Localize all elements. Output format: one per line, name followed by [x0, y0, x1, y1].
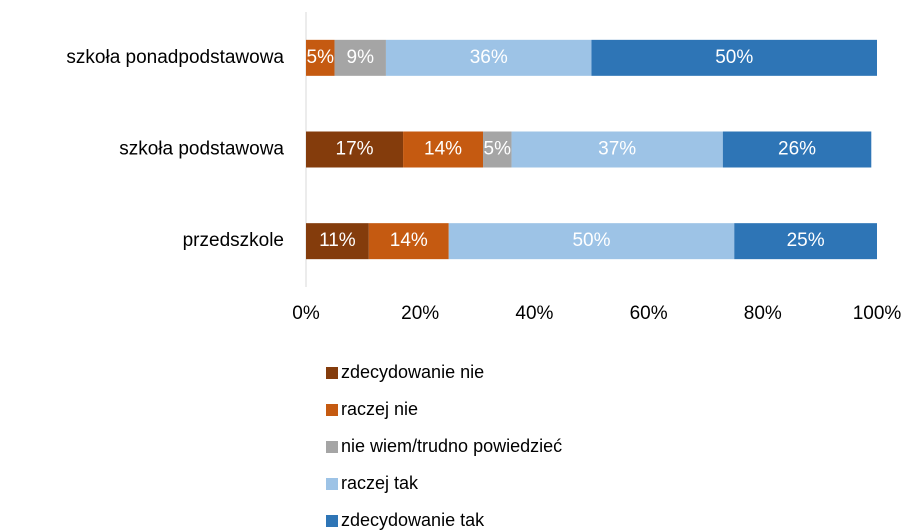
x-tick-label: 100%: [853, 303, 902, 324]
bar-segment: [403, 131, 484, 168]
bar-segment: [483, 131, 512, 168]
data-label: 14%: [390, 230, 428, 251]
legend-label: raczej nie: [341, 399, 418, 419]
data-label: 11%: [319, 230, 356, 251]
y-tick-label: przedszkole: [183, 230, 284, 251]
bar-segment: [511, 131, 723, 168]
legend-label: nie wiem/trudno powiedzieć: [341, 436, 562, 456]
bar-segment: [306, 39, 335, 76]
data-label: 25%: [787, 230, 825, 251]
data-label: 17%: [336, 139, 374, 160]
data-label: 26%: [778, 139, 816, 160]
y-tick-label: szkoła podstawowa: [119, 139, 284, 160]
legend-label: zdecydowanie tak: [341, 510, 485, 530]
bar-segment: [334, 39, 386, 76]
legend-swatch: [326, 367, 338, 379]
x-tick-label: 0%: [292, 303, 320, 324]
data-label: 14%: [424, 139, 462, 160]
x-tick-label: 40%: [515, 303, 553, 324]
bar-segment: [734, 223, 877, 260]
bar-segment: [368, 223, 449, 260]
data-label: 5%: [484, 139, 512, 160]
bar-segment: [306, 131, 404, 168]
bar-segment: [306, 223, 369, 260]
legend-label: zdecydowanie nie: [341, 362, 484, 382]
y-tick-label: szkoła ponadpodstawowa: [66, 47, 284, 68]
bar-segment: [591, 39, 877, 76]
x-tick-label: 20%: [401, 303, 439, 324]
data-label: 5%: [307, 47, 335, 68]
legend-swatch: [326, 478, 338, 490]
bar-segment: [722, 131, 872, 168]
data-label: 50%: [572, 230, 610, 251]
x-tick-label: 80%: [744, 303, 782, 324]
data-label: 36%: [470, 47, 508, 68]
bar-segment: [448, 223, 735, 260]
legend-label: raczej tak: [341, 473, 419, 493]
data-label: 50%: [715, 47, 753, 68]
x-tick-label: 60%: [630, 303, 668, 324]
legend-swatch: [326, 441, 338, 453]
legend-swatch: [326, 404, 338, 416]
bar-segment: [385, 39, 592, 76]
legend-swatch: [326, 515, 338, 527]
data-label: 37%: [598, 139, 636, 160]
data-label: 9%: [347, 47, 375, 68]
